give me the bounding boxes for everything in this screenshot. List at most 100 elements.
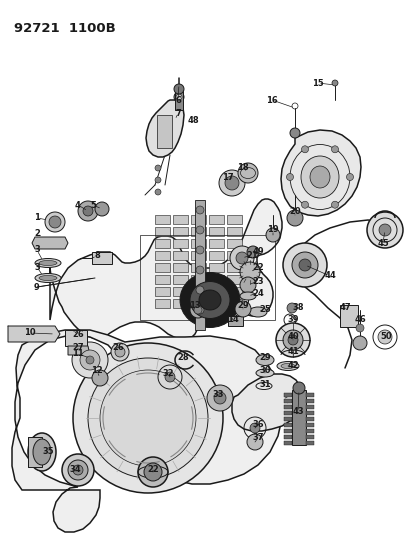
Circle shape bbox=[275, 323, 309, 357]
Text: 45: 45 bbox=[376, 238, 388, 247]
Text: 44: 44 bbox=[323, 271, 335, 280]
Text: 20: 20 bbox=[289, 207, 300, 216]
Polygon shape bbox=[8, 326, 60, 342]
Circle shape bbox=[154, 189, 161, 195]
Text: 3: 3 bbox=[34, 246, 40, 254]
Bar bbox=[209, 263, 223, 272]
Ellipse shape bbox=[309, 166, 329, 188]
Text: 46: 46 bbox=[353, 316, 365, 325]
Bar bbox=[305, 417, 313, 421]
Polygon shape bbox=[231, 374, 301, 431]
Text: 41: 41 bbox=[287, 348, 298, 357]
Ellipse shape bbox=[39, 261, 57, 265]
Ellipse shape bbox=[255, 354, 273, 366]
Circle shape bbox=[195, 306, 204, 314]
Circle shape bbox=[49, 216, 61, 228]
Ellipse shape bbox=[280, 364, 294, 368]
Circle shape bbox=[100, 370, 195, 466]
Circle shape bbox=[346, 174, 353, 181]
Text: 36: 36 bbox=[252, 421, 263, 430]
Bar bbox=[175, 90, 183, 110]
Bar bbox=[190, 263, 206, 272]
Bar bbox=[226, 263, 242, 272]
Bar bbox=[154, 263, 170, 272]
Circle shape bbox=[80, 350, 100, 370]
Ellipse shape bbox=[276, 361, 298, 370]
Bar bbox=[209, 275, 223, 284]
Bar bbox=[305, 411, 313, 415]
Bar bbox=[154, 227, 170, 236]
Bar bbox=[226, 215, 242, 224]
Ellipse shape bbox=[39, 276, 57, 280]
Bar bbox=[209, 287, 223, 296]
Bar bbox=[283, 393, 291, 397]
Circle shape bbox=[83, 206, 93, 216]
Bar bbox=[190, 227, 206, 236]
Circle shape bbox=[366, 212, 402, 248]
Text: 32: 32 bbox=[162, 369, 173, 378]
Bar bbox=[173, 227, 188, 236]
Circle shape bbox=[240, 262, 259, 282]
Circle shape bbox=[78, 201, 98, 221]
Text: 10: 10 bbox=[24, 328, 36, 337]
Text: 15: 15 bbox=[311, 78, 323, 87]
Bar bbox=[173, 275, 188, 284]
Circle shape bbox=[173, 92, 183, 102]
Bar bbox=[291, 390, 305, 445]
Text: 17: 17 bbox=[222, 174, 233, 182]
Text: 14: 14 bbox=[227, 316, 238, 325]
Bar bbox=[173, 263, 188, 272]
Text: 22: 22 bbox=[147, 465, 159, 474]
Text: 18: 18 bbox=[237, 164, 248, 173]
Circle shape bbox=[214, 392, 225, 404]
Bar bbox=[190, 215, 206, 224]
Circle shape bbox=[331, 201, 338, 208]
Bar bbox=[305, 423, 313, 427]
Bar bbox=[226, 299, 242, 308]
Circle shape bbox=[86, 356, 94, 364]
Text: 8: 8 bbox=[94, 252, 100, 261]
Bar bbox=[173, 239, 188, 248]
Ellipse shape bbox=[248, 307, 266, 317]
Polygon shape bbox=[146, 100, 183, 157]
Ellipse shape bbox=[190, 281, 230, 319]
Bar bbox=[283, 417, 291, 421]
Bar bbox=[154, 215, 170, 224]
Circle shape bbox=[72, 342, 108, 378]
Circle shape bbox=[194, 306, 202, 314]
Circle shape bbox=[176, 94, 182, 100]
Text: 33: 33 bbox=[212, 391, 223, 400]
Text: 43: 43 bbox=[292, 408, 303, 416]
Circle shape bbox=[73, 343, 223, 493]
Circle shape bbox=[62, 454, 94, 486]
Text: 42: 42 bbox=[287, 361, 298, 370]
Circle shape bbox=[92, 370, 108, 386]
Text: 26: 26 bbox=[72, 330, 84, 340]
Text: 49: 49 bbox=[252, 247, 263, 256]
Ellipse shape bbox=[33, 439, 51, 465]
Text: 11: 11 bbox=[72, 350, 84, 359]
Text: 24: 24 bbox=[252, 288, 263, 297]
Bar bbox=[226, 251, 242, 260]
Circle shape bbox=[377, 330, 391, 344]
Text: 22: 22 bbox=[252, 263, 263, 272]
Bar bbox=[209, 215, 223, 224]
Circle shape bbox=[195, 246, 204, 254]
Bar bbox=[209, 239, 223, 248]
Circle shape bbox=[144, 463, 161, 481]
Bar bbox=[173, 215, 188, 224]
Polygon shape bbox=[32, 237, 68, 249]
Polygon shape bbox=[50, 199, 281, 340]
Text: 23: 23 bbox=[252, 277, 263, 286]
Bar bbox=[154, 287, 170, 296]
Text: 6: 6 bbox=[175, 95, 180, 104]
Circle shape bbox=[266, 228, 279, 242]
Text: 34: 34 bbox=[69, 465, 81, 474]
Bar bbox=[28, 437, 42, 467]
Text: 12: 12 bbox=[91, 367, 102, 376]
Ellipse shape bbox=[240, 292, 255, 300]
Ellipse shape bbox=[255, 369, 273, 377]
Bar bbox=[283, 411, 291, 415]
Circle shape bbox=[292, 382, 304, 394]
Circle shape bbox=[224, 176, 238, 190]
